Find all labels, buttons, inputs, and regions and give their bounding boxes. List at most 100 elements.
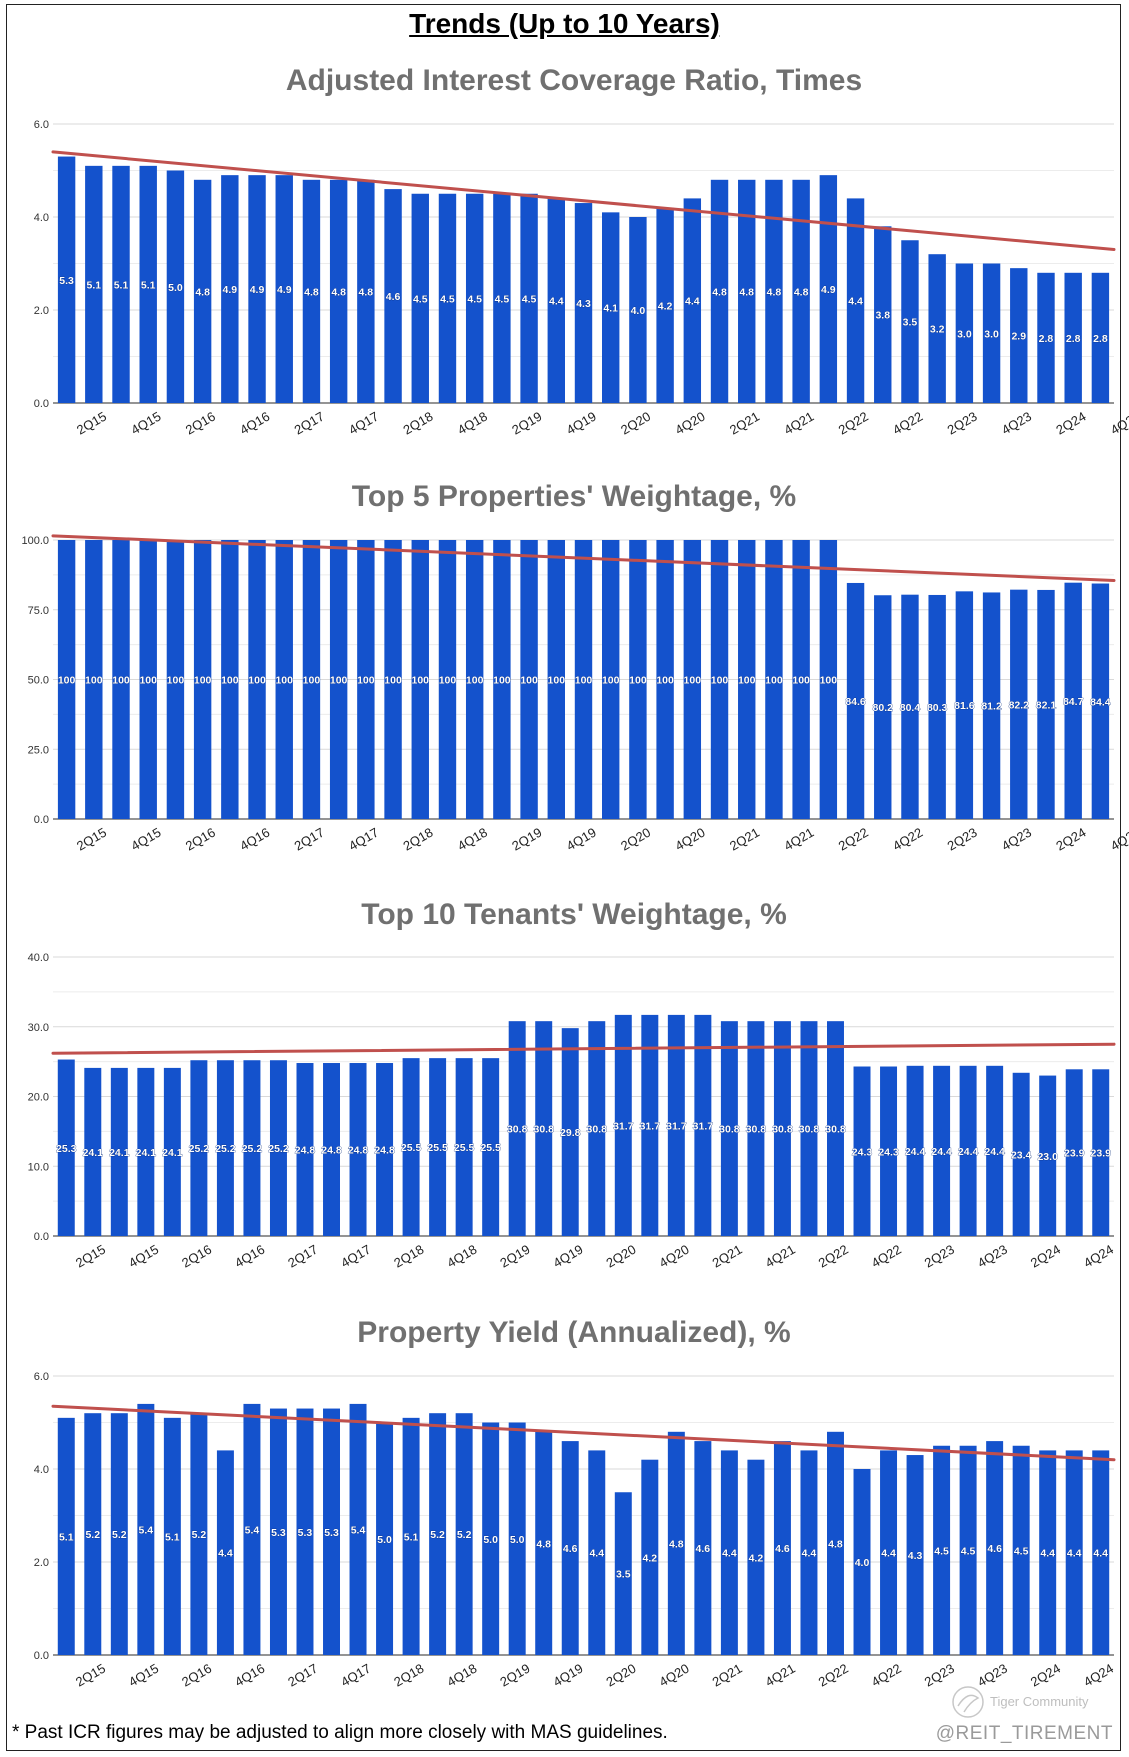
x-tick-label: 2Q18 <box>391 1242 426 1271</box>
x-tick-label: 2Q16 <box>179 1661 214 1690</box>
bar <box>933 1065 951 1236</box>
x-tick-label: 4Q17 <box>338 1242 373 1271</box>
data-label: 82.1 <box>1036 699 1057 711</box>
data-label: 25.5 <box>480 1142 501 1154</box>
y-tick-label: 2.0 <box>34 305 49 317</box>
x-tick-label: 4Q16 <box>237 409 272 438</box>
data-label: 4.6 <box>696 1543 711 1555</box>
x-tick-label: 4Q20 <box>657 1242 692 1271</box>
x-tick-label: 2Q19 <box>497 1242 532 1271</box>
x-tick-label: 2Q18 <box>400 409 435 438</box>
bar <box>190 1413 208 1655</box>
x-tick-label: 2Q18 <box>391 1661 426 1690</box>
data-label: 100 <box>575 675 593 687</box>
bar <box>792 179 810 403</box>
data-label: 100 <box>357 675 375 687</box>
data-label: 4.1 <box>603 303 618 315</box>
x-tick-label: 2Q22 <box>816 1242 851 1271</box>
data-label: 4.4 <box>589 1548 604 1560</box>
bar <box>1037 589 1055 819</box>
bar <box>906 1455 924 1655</box>
data-label: 100 <box>248 675 266 687</box>
bar <box>85 165 103 403</box>
x-tick-label: 4Q18 <box>444 1661 479 1690</box>
x-tick-label: 4Q23 <box>999 409 1034 438</box>
bar <box>906 1065 924 1236</box>
data-label: 81.2 <box>981 701 1002 713</box>
bar <box>738 179 756 403</box>
bar <box>216 1060 234 1236</box>
bar <box>1064 582 1082 819</box>
data-label: 2.9 <box>1011 331 1026 343</box>
bar <box>747 1459 765 1655</box>
data-label: 4.5 <box>467 293 482 305</box>
bar <box>720 1021 738 1236</box>
bar <box>982 263 1001 403</box>
data-label: 5.1 <box>59 1531 74 1543</box>
x-tick-label: 4Q21 <box>763 1661 798 1690</box>
bar <box>694 1014 712 1236</box>
data-label: 5.2 <box>430 1529 445 1541</box>
bar <box>738 540 756 819</box>
bar <box>57 1059 75 1236</box>
data-label: 5.1 <box>87 279 102 291</box>
data-label: 30.8 <box>719 1124 740 1136</box>
data-label: 25.5 <box>454 1142 475 1154</box>
x-tick-label: 2Q18 <box>400 825 435 854</box>
bar <box>547 198 566 403</box>
bar <box>747 1021 765 1236</box>
data-label: 84.7 <box>1063 696 1084 708</box>
bar <box>588 1021 606 1236</box>
bar <box>561 1441 579 1655</box>
bar <box>601 540 620 819</box>
bar <box>520 193 538 403</box>
x-tick-label: 2Q24 <box>1028 1242 1063 1271</box>
trendline <box>51 150 1116 252</box>
y-tick-label: 50.0 <box>28 675 49 687</box>
tiger-community-watermark: Tiger Community <box>952 1686 1089 1718</box>
bar <box>656 207 674 403</box>
data-label: 24.4 <box>905 1146 926 1158</box>
data-label: 100 <box>792 675 810 687</box>
bar <box>302 179 321 403</box>
data-label: 80.3 <box>927 702 948 714</box>
data-label: 100 <box>221 675 239 687</box>
data-label: 4.4 <box>802 1548 817 1560</box>
data-label: 30.8 <box>825 1124 846 1136</box>
x-tick-label: 2Q21 <box>710 1661 745 1690</box>
data-label: 4.6 <box>987 1543 1002 1555</box>
bar <box>561 1028 579 1236</box>
bar <box>614 1492 632 1655</box>
bar <box>493 540 511 819</box>
chart-title: Top 10 Tenants' Weightage, % <box>361 898 787 931</box>
x-tick-label: 2Q20 <box>604 1242 639 1271</box>
x-tick-label: 4Q15 <box>126 1661 161 1690</box>
bar <box>193 179 212 403</box>
chart-title: Top 5 Properties' Weightage, % <box>352 480 796 513</box>
data-label: 100 <box>384 675 402 687</box>
bar <box>1092 1450 1110 1655</box>
bar <box>163 1417 181 1655</box>
y-tick-label: 40.0 <box>28 952 49 964</box>
bar <box>221 175 239 403</box>
bar <box>57 156 76 403</box>
bar <box>384 189 402 403</box>
bar <box>357 540 375 819</box>
bar <box>986 1065 1004 1236</box>
x-tick-label: 2Q20 <box>618 409 653 438</box>
x-tick-label: 4Q18 <box>455 409 490 438</box>
data-label: 5.1 <box>165 1531 180 1543</box>
x-tick-label: 2Q24 <box>1053 825 1088 854</box>
bar <box>601 212 620 403</box>
bar <box>874 226 892 403</box>
y-tick-label: 75.0 <box>28 605 49 617</box>
y-tick-label: 30.0 <box>28 1022 49 1034</box>
data-label: 80.2 <box>873 702 894 714</box>
data-label: 30.8 <box>587 1124 608 1136</box>
bar <box>248 540 266 819</box>
data-label: 25.3 <box>56 1143 77 1155</box>
bar <box>296 1063 314 1236</box>
x-tick-label: 4Q15 <box>128 409 163 438</box>
bar <box>656 540 674 819</box>
